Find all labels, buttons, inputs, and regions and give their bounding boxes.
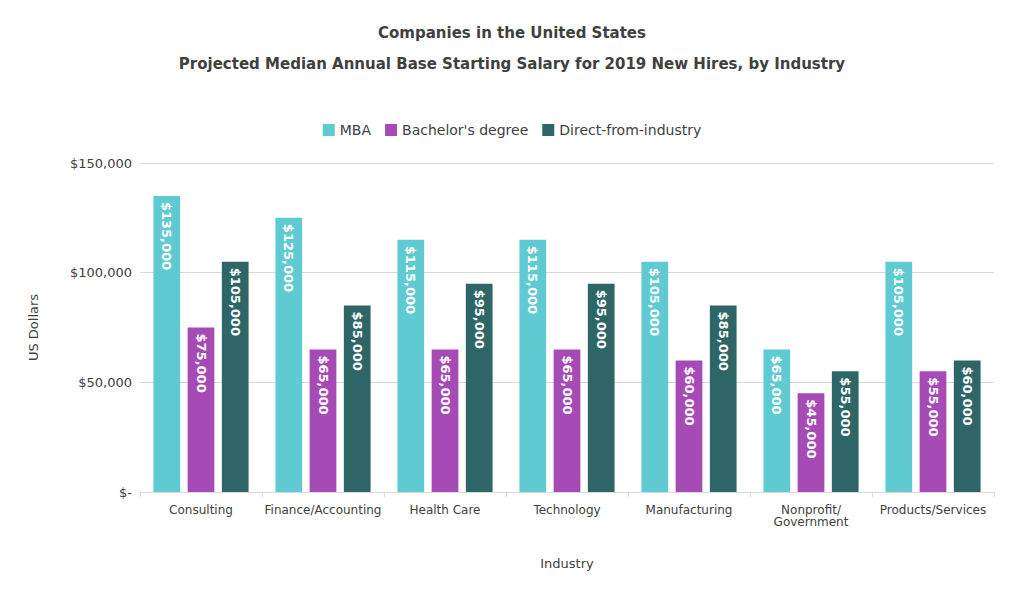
svg-text:$65,000: $65,000 [769,355,784,414]
svg-text:$100,000: $100,000 [70,265,132,280]
svg-text:$115,000: $115,000 [525,246,540,314]
svg-text:$65,000: $65,000 [438,355,453,414]
svg-text:$65,000: $65,000 [316,355,331,414]
svg-text:$85,000: $85,000 [350,312,365,371]
svg-text:$95,000: $95,000 [594,290,609,349]
svg-text:Companies in the United States: Companies in the United States [378,24,646,42]
svg-text:$85,000: $85,000 [716,312,731,371]
svg-text:$55,000: $55,000 [926,377,941,436]
svg-text:Industry: Industry [540,556,594,571]
svg-text:$95,000: $95,000 [472,290,487,349]
svg-text:$-: $- [119,485,132,500]
svg-text:US Dollars: US Dollars [26,294,41,361]
svg-text:Direct-from-industry: Direct-from-industry [559,122,701,138]
svg-text:Projected Median Annual Base S: Projected Median Annual Base Starting Sa… [179,55,845,73]
svg-text:$135,000: $135,000 [159,202,174,270]
svg-text:$65,000: $65,000 [560,355,575,414]
svg-text:$60,000: $60,000 [682,366,697,425]
svg-text:$105,000: $105,000 [228,268,243,336]
svg-text:$105,000: $105,000 [647,268,662,336]
svg-text:Consulting: Consulting [169,503,233,517]
svg-text:MBA: MBA [340,122,372,138]
svg-text:$45,000: $45,000 [804,399,819,458]
svg-text:$115,000: $115,000 [403,246,418,314]
svg-text:$50,000: $50,000 [78,375,132,390]
svg-text:$150,000: $150,000 [70,156,132,171]
svg-text:Nonprofit/: Nonprofit/ [781,503,841,517]
svg-text:Products/Services: Products/Services [880,503,986,517]
svg-text:Manufacturing: Manufacturing [646,503,733,517]
svg-text:Finance/Accounting: Finance/Accounting [265,503,382,517]
svg-text:Bachelor's degree: Bachelor's degree [402,122,528,138]
svg-text:$60,000: $60,000 [960,366,975,425]
svg-text:$105,000: $105,000 [891,268,906,336]
svg-text:$55,000: $55,000 [838,377,853,436]
svg-text:$75,000: $75,000 [194,334,209,393]
svg-text:Technology: Technology [532,503,600,517]
svg-text:Government: Government [774,515,849,529]
svg-text:$125,000: $125,000 [281,224,296,292]
svg-text:Health Care: Health Care [409,503,480,517]
